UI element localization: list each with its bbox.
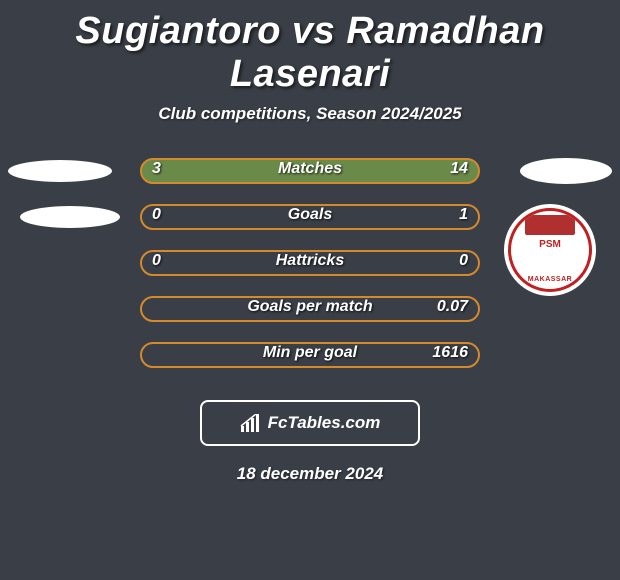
player-badge-left [20, 206, 120, 228]
stat-value-right: 0 [459, 252, 468, 270]
stat-value-right: 0.07 [437, 298, 468, 316]
brand-label: FcTables.com [268, 413, 381, 433]
stat-row: Goals per match0.07 [0, 296, 620, 342]
stat-value-right: 14 [450, 160, 468, 178]
stat-row: Min per goal1616 [0, 342, 620, 388]
stat-label: Goals [140, 206, 480, 224]
stat-rows: Matches314Goals01PSMMAKASSARHattricks00G… [0, 158, 620, 388]
subtitle: Club competitions, Season 2024/2025 [0, 104, 620, 124]
player-badge-left [8, 160, 112, 182]
stat-label: Hattricks [140, 252, 480, 270]
stat-label: Matches [140, 160, 480, 178]
brand-box[interactable]: FcTables.com [200, 400, 420, 446]
page-title: Sugiantoro vs Ramadhan Lasenari [0, 10, 620, 96]
stat-label: Min per goal [140, 344, 480, 362]
bar-chart-icon [240, 414, 262, 432]
stat-value-left: 0 [152, 206, 161, 224]
date-label: 18 december 2024 [0, 464, 620, 484]
stat-label: Goals per match [140, 298, 480, 316]
stat-value-right: 1616 [432, 344, 468, 362]
stat-row: Goals01PSMMAKASSAR [0, 204, 620, 250]
stat-value-left: 0 [152, 252, 161, 270]
stat-value-right: 1 [459, 206, 468, 224]
stat-value-left: 3 [152, 160, 161, 178]
player-badge-right [520, 158, 612, 184]
club-badge-text1: PSM [521, 239, 579, 250]
comparison-card: Sugiantoro vs Ramadhan Lasenari Club com… [0, 0, 620, 484]
stat-row: Hattricks0 0 [0, 250, 620, 296]
stat-row: Matches3 14 [0, 158, 620, 204]
